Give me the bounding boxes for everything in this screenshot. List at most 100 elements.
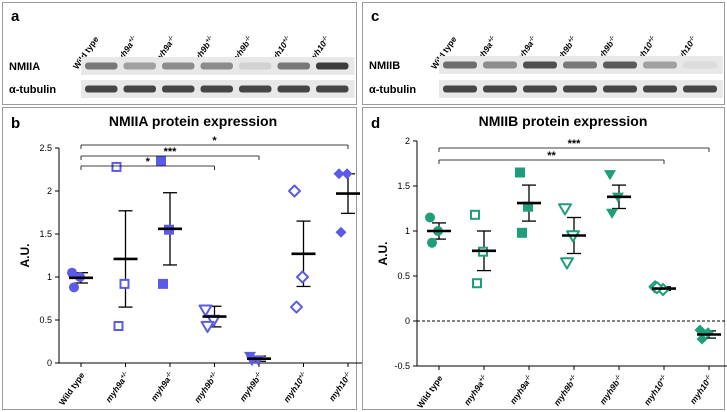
panel-c-blot: c Wild type myh9a+/- myh9a-/- myh9b+/- myh9b-… [362, 2, 725, 105]
diamond-point [290, 300, 303, 314]
diamond-point [696, 333, 708, 345]
chart-b-svg: b NMIIA protein expression 0 0.5 1 1.5 2 2.5 A.U… [11, 113, 370, 407]
circle-point [69, 282, 79, 293]
blot-band [316, 85, 349, 93]
blot-band [162, 85, 195, 93]
y-tick-label: 2.5 [39, 143, 52, 153]
blot-band [603, 85, 637, 93]
blot-band [683, 85, 717, 93]
blot-band [316, 62, 349, 70]
y-tick-label: 2 [405, 136, 410, 146]
diamond-point [341, 168, 353, 180]
square-point [156, 155, 166, 166]
blot-band [563, 85, 597, 93]
square-point [523, 201, 533, 212]
circle-point [67, 267, 77, 278]
blot-band [162, 62, 195, 70]
panel-a-blot: a Wild type myh9a+/- myh9a-/- myh9b+/- myh9b-… [2, 2, 357, 105]
square-point [517, 227, 527, 238]
blot-band [239, 62, 272, 70]
diamond-point [296, 270, 309, 284]
y-tick-label: 0.5 [397, 271, 410, 281]
y-tick-label: 1 [47, 272, 52, 282]
blot-band [443, 61, 477, 69]
triangle-down-point [560, 257, 574, 270]
y-tick-label: 0 [405, 316, 410, 326]
triangle-down-point [604, 170, 616, 181]
blot-band [523, 85, 557, 93]
x-tick-label: myh9b-/- [597, 373, 624, 406]
blot-band [643, 85, 677, 93]
x-tick-label: myh10+/- [281, 370, 309, 404]
panel-d-chart: d NMIIB protein expression -0.5 0 0.5 1 1.5 2 A.… [362, 107, 727, 410]
significance-label: ** [547, 150, 556, 162]
blot-band [643, 61, 677, 69]
x-tick-label: myh9a-/- [508, 373, 535, 405]
chart-title: NMIIB protein expression [479, 113, 648, 129]
y-tick-label: 1.5 [39, 229, 52, 239]
x-tick-label: myh10-/- [327, 370, 354, 402]
blot-band [200, 85, 233, 93]
blot-band [239, 85, 272, 93]
blot-band [123, 85, 156, 93]
square-point [119, 278, 130, 289]
panel-label: c [371, 8, 379, 25]
blot-band [85, 85, 118, 93]
x-tick-label: myh9a+/- [462, 373, 490, 407]
square-point [113, 321, 124, 332]
blot-band [277, 62, 310, 70]
panel-b-chart: b NMIIA protein expression 0 0.5 1 1.5 2 2.5 A.U… [2, 107, 370, 410]
x-tick-label: myh10+/- [642, 373, 670, 407]
square-point [472, 278, 482, 289]
panel-label: d [371, 115, 380, 132]
y-tick-label: 1 [405, 226, 410, 236]
triangle-down-point [558, 203, 572, 216]
circle-point [427, 237, 437, 248]
blot-band [683, 61, 717, 69]
blot-row-label: α-tubulin [369, 84, 416, 96]
diamond-point [333, 168, 345, 180]
blot-band [277, 85, 310, 93]
y-tick-label: 1.5 [397, 181, 410, 191]
blot-band [603, 61, 637, 69]
diamond-point [335, 226, 347, 238]
y-axis-label: A.U. [18, 244, 32, 268]
blot-row-label: α-tubulin [9, 84, 56, 96]
x-tick-label: myh9a-/- [149, 370, 176, 402]
blot-band [483, 85, 517, 93]
x-tick-label: myh9b+/- [552, 373, 580, 407]
y-tick-label: 0.5 [39, 315, 52, 325]
blot-band [523, 61, 557, 69]
panel-label: a [11, 8, 20, 25]
chart-title: NMIIA protein expression [109, 113, 277, 129]
significance-label: *** [164, 146, 178, 158]
y-tick-label: 0 [47, 358, 52, 368]
square-point [158, 278, 168, 289]
y-tick-label: -0.5 [394, 361, 410, 371]
blot-band [123, 62, 156, 70]
x-tick-label: Wild type [57, 370, 87, 407]
x-tick-label: Wild type [415, 373, 445, 410]
panel-label: b [11, 115, 20, 132]
blot-band [85, 62, 118, 70]
significance-label: *** [568, 138, 582, 150]
square-point [470, 209, 480, 220]
diamond-point [288, 184, 301, 198]
y-tick-label: 2 [47, 186, 52, 196]
x-tick-label: myh9a+/- [103, 370, 131, 404]
square-point [111, 161, 122, 172]
blot-row-label: NMIIB [369, 60, 400, 72]
triangle-down-point [200, 320, 215, 334]
square-point [515, 167, 525, 178]
x-tick-label: myh9b-/- [237, 370, 264, 403]
circle-point [425, 212, 435, 223]
significance-label: * [146, 156, 151, 168]
diamond-point [702, 327, 714, 339]
triangle-down-point [606, 208, 618, 219]
y-axis-label: A.U. [376, 242, 390, 266]
significance-label: * [212, 135, 217, 147]
blot-band [200, 62, 233, 70]
x-tick-label: myh10-/- [688, 373, 715, 405]
